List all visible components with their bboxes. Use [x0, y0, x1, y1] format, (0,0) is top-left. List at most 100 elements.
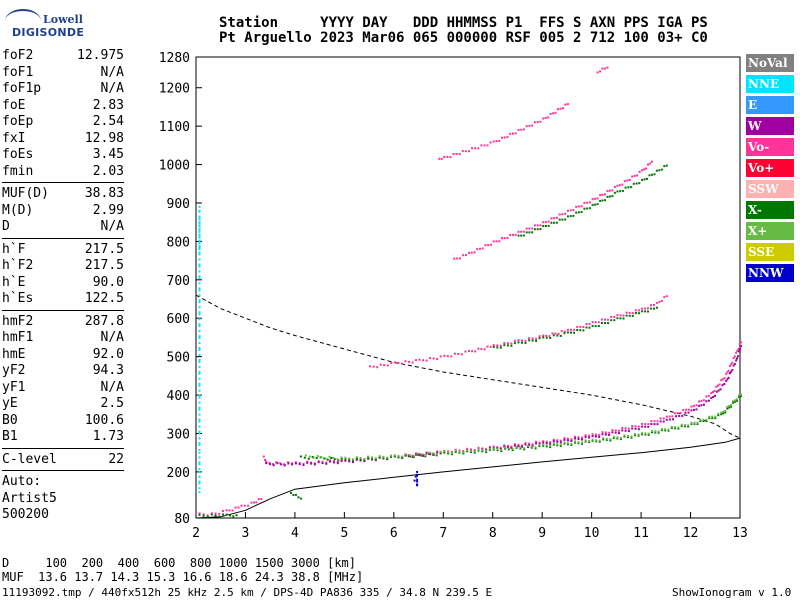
- echo-point: [648, 174, 651, 177]
- echo-point: [533, 224, 536, 227]
- echo-point: [616, 190, 619, 193]
- echo-point: [474, 350, 477, 353]
- echo-point: [313, 462, 316, 465]
- echo-point: [306, 461, 309, 464]
- x-tick-label: 2: [192, 526, 200, 541]
- echo-point: [732, 400, 735, 403]
- echo-point: [473, 450, 476, 453]
- param-separator: [2, 470, 124, 471]
- echo-point: [521, 341, 523, 344]
- echo-point: [499, 344, 502, 347]
- param-name: h`F: [2, 241, 26, 257]
- echo-point: [662, 420, 665, 423]
- echo-point: [611, 429, 614, 432]
- echo-point: [298, 463, 301, 466]
- echo-point: [524, 342, 527, 344]
- echo-point: [677, 426, 680, 429]
- echo-point: [723, 383, 726, 385]
- echo-point: [570, 442, 573, 445]
- echo-point: [728, 372, 731, 375]
- echo-point: [340, 458, 343, 461]
- echo-point: [492, 344, 495, 347]
- echo-point: [471, 350, 474, 353]
- echo-point: [570, 443, 573, 446]
- echo-point: [512, 132, 514, 135]
- echo-point: [492, 240, 495, 243]
- echo-point: [348, 457, 351, 460]
- echo-point: [528, 444, 531, 447]
- echo-point: [633, 174, 636, 177]
- param-name: hmE: [2, 346, 26, 362]
- echo-point: [563, 442, 566, 445]
- param-value: 287.8: [84, 313, 124, 329]
- echo-point: [644, 307, 647, 310]
- echo-point: [465, 254, 467, 257]
- echo-point: [198, 222, 201, 225]
- echo-point: [383, 364, 386, 367]
- echo-point: [405, 453, 408, 456]
- echo-point: [650, 420, 653, 423]
- echo-point: [473, 449, 476, 452]
- x-tick-label: 3: [242, 526, 250, 541]
- echo-point: [393, 455, 396, 458]
- echo-point: [534, 446, 537, 449]
- echo-point: [333, 458, 336, 461]
- echo-point: [563, 437, 566, 440]
- echo-point: [510, 446, 513, 449]
- echo-point: [198, 209, 201, 212]
- echo-point: [552, 442, 555, 445]
- echo-point: [456, 257, 459, 260]
- echo-point: [329, 460, 332, 463]
- echo-point: [570, 328, 572, 331]
- echo-point: [501, 237, 503, 240]
- echo-point: [553, 217, 556, 220]
- echo-point: [650, 304, 652, 307]
- echo-point: [647, 310, 649, 313]
- echo-point: [551, 332, 554, 335]
- echo-point: [552, 440, 555, 443]
- echo-point: [500, 450, 503, 452]
- echo-point: [528, 442, 531, 445]
- echo-point: [563, 330, 566, 333]
- echo-point: [517, 339, 520, 342]
- echo-point: [524, 339, 527, 342]
- echo-point: [619, 314, 622, 317]
- echo-point: [563, 332, 566, 335]
- echo-point: [700, 404, 703, 407]
- echo-point: [499, 446, 502, 449]
- echo-point: [198, 221, 201, 224]
- echo-point: [415, 453, 417, 456]
- echo-point: [630, 186, 633, 189]
- param-value: 100.6: [84, 412, 124, 428]
- echo-point: [556, 443, 559, 446]
- echo-point: [557, 332, 560, 335]
- echo-point: [424, 455, 427, 458]
- echo-point: [547, 220, 550, 223]
- echo-point: [740, 345, 742, 348]
- echo-point: [291, 463, 294, 466]
- param-value: 122.5: [84, 291, 124, 306]
- echo-point: [521, 339, 523, 342]
- echo-point: [401, 456, 404, 459]
- echo-point: [198, 448, 201, 451]
- echo-point: [506, 344, 509, 347]
- echo-point: [579, 325, 582, 328]
- echo-point: [198, 491, 201, 494]
- param-name: B0: [2, 412, 18, 428]
- echo-point: [671, 415, 674, 418]
- echo-point: [477, 448, 480, 451]
- echo-point: [545, 445, 548, 448]
- echo-point: [214, 514, 217, 517]
- echo-point: [641, 169, 644, 172]
- echo-point: [685, 408, 688, 411]
- echo-point: [535, 440, 538, 443]
- echo-point: [462, 254, 465, 257]
- echo-point: [531, 231, 534, 234]
- echo-point: [725, 372, 728, 375]
- legend-entry: NoVal: [746, 54, 794, 72]
- echo-point: [531, 337, 534, 340]
- echo-point: [232, 515, 235, 518]
- legend-entry: SSW: [746, 180, 794, 198]
- echo-point: [577, 442, 580, 445]
- echo-point: [539, 228, 542, 231]
